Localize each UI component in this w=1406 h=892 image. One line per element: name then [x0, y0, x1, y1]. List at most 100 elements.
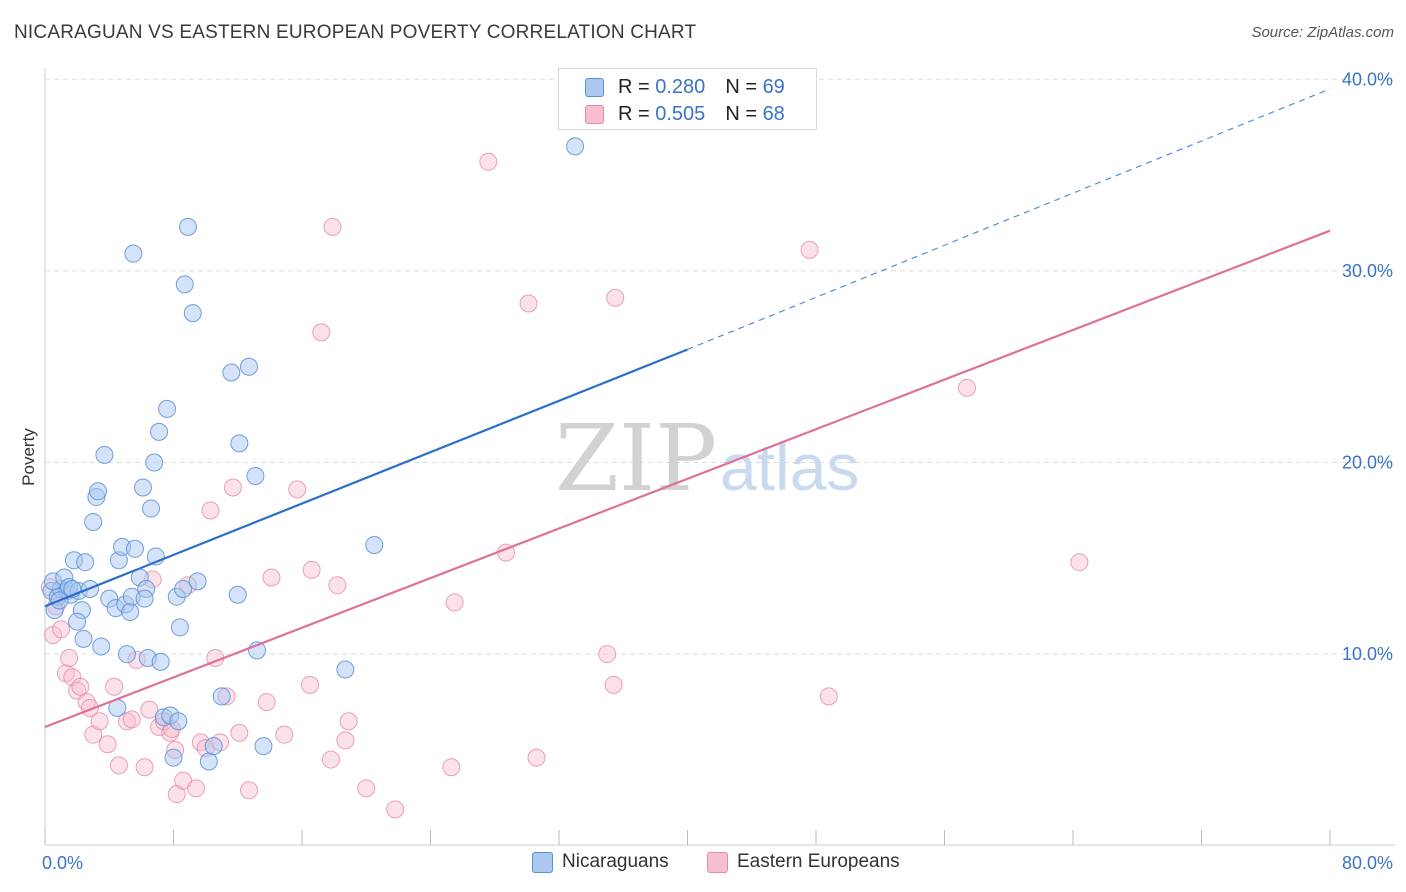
x-tick-label: 80.0% — [1342, 853, 1393, 873]
eastern-european-point — [312, 323, 331, 342]
nicaraguan-point — [246, 466, 265, 485]
chart-title: NICARAGUAN VS EASTERN EUROPEAN POVERTY C… — [14, 22, 697, 43]
eastern-european-point — [357, 779, 376, 798]
nicaraguan-point — [158, 399, 177, 418]
eastern-european-point — [957, 378, 976, 397]
nicaraguan-point — [169, 712, 188, 731]
nicaraguan-point — [336, 660, 355, 679]
eastern-european-point — [606, 288, 625, 307]
eastern-european-point — [527, 748, 546, 767]
legend-n-label: N = — [725, 102, 757, 125]
nicaraguan-point — [145, 453, 164, 472]
watermark-zip: ZIP — [555, 405, 717, 512]
nicaraguan-point — [178, 217, 197, 236]
eastern-european-point — [122, 710, 141, 729]
watermark-atlas: atlas — [720, 430, 859, 504]
eastern-european-point — [339, 712, 358, 731]
eastern-european-point — [223, 478, 242, 497]
eastern-european-point — [445, 593, 464, 612]
bottom-legend-eastern-europeans: Eastern Europeans — [707, 851, 900, 873]
nicaraguan-point — [121, 603, 140, 622]
eastern-european-point — [140, 700, 159, 719]
nicaraguans-trend-line — [44, 348, 688, 608]
eastern-european-point — [321, 750, 340, 769]
tick-labels: 10.0% 20.0% 30.0% 40.0% 0.0% 80.0% — [42, 69, 1393, 873]
eastern-european-point — [275, 725, 294, 744]
nicaraguan-point — [199, 752, 218, 771]
nicaraguan-point — [151, 652, 170, 671]
eastern-european-point — [819, 687, 838, 706]
nicaraguan-point — [74, 629, 93, 648]
nicaraguan-point — [212, 687, 231, 706]
legend-n-value: 68 — [762, 102, 785, 125]
nicaraguans-points — [42, 137, 585, 771]
nicaraguan-point — [150, 422, 169, 441]
nicaraguan-point — [135, 589, 154, 608]
eastern-european-point — [336, 731, 355, 750]
eastern-european-point — [328, 576, 347, 595]
legend-r-label: R = — [618, 75, 650, 98]
eastern-european-point — [109, 756, 128, 775]
eastern-european-point — [519, 294, 538, 313]
nicaraguan-point — [228, 585, 247, 604]
nicaraguan-point — [142, 499, 161, 518]
nicaraguan-point — [204, 737, 223, 756]
nicaraguan-point — [84, 512, 103, 531]
y-tick-label: 10.0% — [1342, 644, 1393, 664]
eastern-european-point — [604, 675, 623, 694]
trend-lines — [44, 88, 1331, 729]
x-tick-label: 0.0% — [42, 853, 83, 873]
nicaraguan-point — [164, 748, 183, 767]
eastern-european-point — [386, 800, 405, 819]
eastern-european-point — [98, 735, 117, 754]
bottom-legend-swatch-pink — [707, 851, 728, 873]
eastern-european-point — [71, 677, 90, 696]
eastern-european-point — [288, 480, 307, 499]
eastern-european-point — [302, 560, 321, 579]
correlation-legend: R = 0.280 N = 69 R = 0.505 N = 68 — [558, 68, 817, 130]
nicaraguan-point — [188, 572, 207, 591]
bottom-legend-label: Eastern Europeans — [737, 851, 900, 872]
nicaraguan-point — [566, 137, 585, 156]
nicaraguans-trend-extension — [687, 88, 1331, 351]
eastern-european-point — [323, 217, 342, 236]
legend-n-label: N = — [725, 75, 757, 98]
bottom-legend-swatch-blue — [532, 851, 553, 873]
nicaraguan-point — [76, 553, 95, 572]
eastern-european-point — [1070, 553, 1089, 572]
nicaraguan-point — [124, 244, 143, 263]
eastern-european-point — [186, 779, 205, 798]
nicaraguan-point — [365, 535, 384, 554]
eastern-european-point — [105, 677, 124, 696]
nicaraguan-point — [68, 612, 87, 631]
nicaraguan-point — [133, 478, 152, 497]
bottom-legend-nicaraguans: Nicaraguans — [532, 851, 669, 873]
eastern-europeans-trend-line — [44, 229, 1331, 729]
nicaraguan-point — [254, 737, 273, 756]
eastern-european-point — [598, 645, 617, 664]
eastern-european-point — [60, 649, 79, 668]
eastern-european-point — [479, 152, 498, 171]
nicaraguan-point — [89, 482, 108, 501]
nicaraguan-point — [170, 618, 189, 637]
eastern-european-point — [230, 723, 249, 742]
eastern-european-point — [52, 620, 71, 639]
y-tick-label: 30.0% — [1342, 261, 1393, 281]
nicaraguan-point — [222, 363, 241, 382]
legend-r-value: 0.505 — [655, 102, 706, 125]
nicaraguan-point — [230, 434, 249, 453]
legend-r-value: 0.280 — [655, 75, 706, 98]
legend-r-label: R = — [618, 102, 650, 125]
y-tick-label: 40.0% — [1342, 69, 1393, 89]
nicaraguan-point — [125, 539, 144, 558]
axes-layer — [44, 68, 1395, 846]
nicaraguan-point — [183, 304, 202, 323]
eastern-european-point — [90, 712, 109, 731]
source-label: Source: ZipAtlas.com — [1251, 24, 1394, 41]
eastern-european-point — [239, 781, 258, 800]
legend-row-eastern-europeans: R = 0.505 N = 68 — [585, 101, 785, 127]
y-axis-label: Poverty — [19, 428, 38, 486]
nicaraguan-point — [174, 580, 193, 599]
eastern-european-point — [201, 501, 220, 520]
